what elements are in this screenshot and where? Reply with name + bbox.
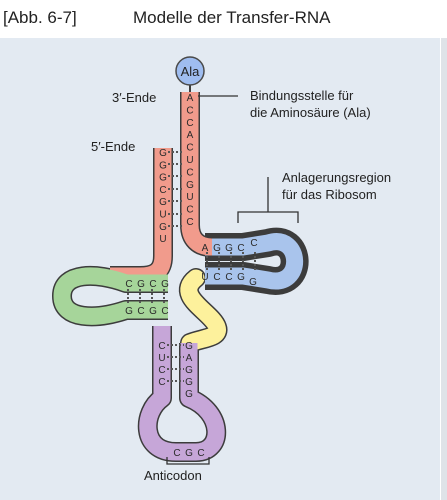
nucleotide-anticodon-left: C	[158, 341, 165, 352]
nucleotide-d-arm-bottom: G	[149, 306, 157, 317]
nucleotide-acceptor-3prime: C	[186, 167, 193, 178]
nucleotide-t-arm-top: C	[237, 243, 244, 254]
nucleotide-d-arm-top: C	[125, 279, 132, 290]
nucleotide-t-arm-top: A	[202, 243, 209, 254]
nucleotide-acceptor-3prime: C	[186, 118, 193, 129]
nucleotide-t-arm-bottom: U	[201, 272, 208, 283]
t-arm	[205, 233, 304, 290]
amino-acid-circle	[175, 56, 205, 86]
ribosome-region-bracket	[237, 177, 299, 223]
five-prime-label: 5′-Ende	[91, 139, 135, 154]
base-pair-dots	[127, 151, 256, 382]
nucleotide-acceptor-5prime: G	[159, 173, 167, 184]
nucleotide-acceptor-5prime: C	[159, 185, 166, 196]
figure-reference: [Abb. 6-7]	[3, 8, 77, 27]
nucleotide-anticodon-right: A	[186, 353, 193, 364]
nucleotide-d-arm-top: C	[149, 279, 156, 290]
nucleotide-anticodon-right: G	[185, 341, 193, 352]
nucleotide-acceptor-5prime: U	[159, 234, 166, 245]
nucleotide-acceptor-5prime: G	[159, 160, 167, 171]
figure-header: [Abb. 6-7] Modelle der Transfer-RNA	[0, 0, 447, 38]
nucleotide-acceptor-3prime: C	[186, 143, 193, 154]
nucleotide-acceptor-3prime: U	[186, 192, 193, 203]
nucleotide-anticodon-left: U	[158, 353, 165, 364]
nucleotide-anticodon-bases: C	[173, 448, 180, 459]
nucleotide-acceptor-3prime: G	[186, 180, 194, 191]
three-prime-label: 3′-Ende	[112, 90, 156, 105]
nucleotide-t-arm-bottom: C	[225, 272, 232, 283]
anticodon-label: Anticodon	[144, 468, 202, 483]
panel-edge	[441, 38, 447, 500]
nucleotide-d-arm-bottom: G	[125, 306, 133, 317]
ribosome-region-label-line1: Anlagerungsregion	[282, 170, 391, 185]
figure-title: Modelle der Transfer-RNA	[133, 8, 331, 27]
nucleotide-acceptor-5prime: G	[159, 148, 167, 159]
nucleotide-anticodon-bases: C	[197, 448, 204, 459]
nucleotide-acceptor-3prime: A	[187, 93, 194, 104]
nucleotide-d-arm-bottom: C	[137, 306, 144, 317]
nucleotide-acceptor-3prime: C	[186, 105, 193, 116]
nucleotide-anticodon-right: G	[185, 377, 193, 388]
binding-site-label-line2: die Aminosäure (Ala)	[250, 105, 371, 120]
variable-loop	[180, 269, 226, 352]
nucleotide-anticodon-right: G	[185, 389, 193, 400]
nucleotide-d-arm-top: G	[161, 279, 169, 290]
acceptor-stem-5prime	[110, 148, 172, 285]
nucleotide-acceptor-3prime: A	[187, 130, 194, 141]
fill-layer	[53, 92, 304, 461]
nucleotide-acceptor-3prime: C	[186, 205, 193, 216]
anticodon-arm	[139, 326, 225, 461]
nucleotide-acceptor-5prime: U	[159, 210, 166, 221]
nucleotide-d-arm-bottom: C	[161, 306, 168, 317]
nucleotide-d-arm-top: G	[137, 279, 145, 290]
ribosome-region-label-line2: für das Ribosom	[282, 187, 377, 202]
nucleotide-acceptor-3prime: U	[186, 155, 193, 166]
nucleotide-anticodon-left: C	[158, 377, 165, 388]
nucleotide-anticodon-right: G	[185, 365, 193, 376]
d-arm	[53, 267, 168, 325]
nucleotide-t-arm-bottom: C	[213, 272, 220, 283]
nucleotide-t-arm-top: G	[225, 243, 233, 254]
anticodon-bracket	[166, 457, 210, 465]
nucleotide-t-arm-bottom: G	[237, 272, 245, 283]
nucleotide-anticodon-left: C	[158, 365, 165, 376]
nucleotide-anticodon-bases: G	[185, 448, 193, 459]
nucleotide-acceptor-5prime: G	[159, 222, 167, 233]
binding-site-label-line1: Bindungsstelle für	[250, 88, 354, 103]
nucleotide-acceptor-5prime: G	[159, 197, 167, 208]
acceptor-stem-3prime	[181, 92, 213, 256]
nucleotide-t-arm-top: C	[250, 238, 257, 249]
amino-acid-label: Ala	[181, 64, 201, 79]
nucleotide-t-arm-top: G	[213, 243, 221, 254]
nucleotide-t-arm-bottom: G	[249, 277, 257, 288]
nucleotide-acceptor-3prime: C	[186, 217, 193, 228]
